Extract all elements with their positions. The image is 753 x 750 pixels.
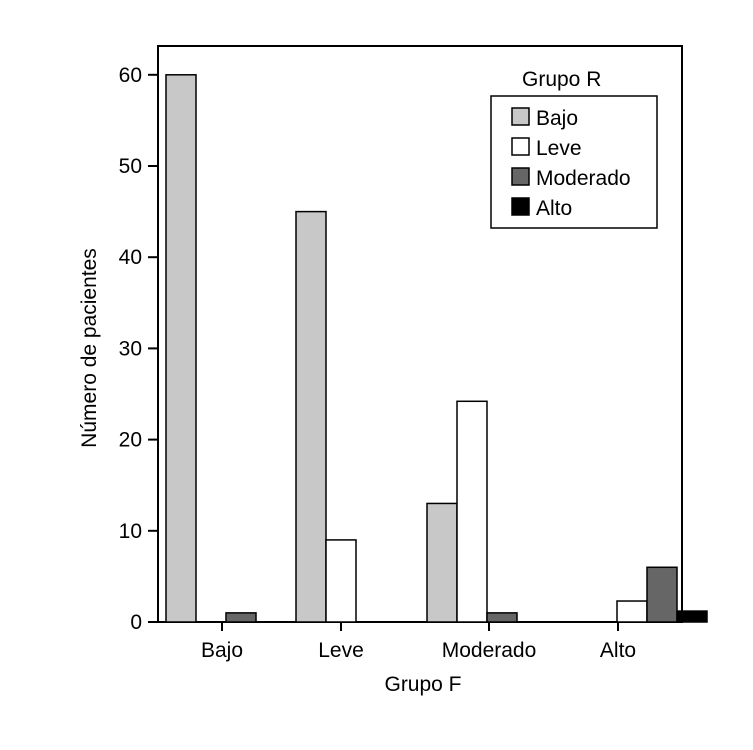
legend-swatch — [511, 167, 530, 186]
y-tick-label: 10 — [119, 520, 142, 543]
y-axis-title: Número de pacientes — [78, 248, 101, 448]
legend-swatch — [511, 197, 530, 216]
legend-items: Bajo Leve Moderado Alto — [511, 107, 631, 220]
bar — [616, 600, 648, 623]
y-tick-label: 0 — [130, 611, 142, 634]
bar — [676, 610, 708, 623]
y-tick-label: 50 — [119, 155, 142, 178]
bar — [295, 210, 327, 623]
bar — [325, 539, 357, 623]
legend: Grupo R Bajo Leve Moderado Alto — [490, 68, 658, 229]
x-tick-label: Alto — [600, 639, 636, 662]
x-axis-title: Grupo F — [384, 673, 461, 696]
legend-label: Alto — [536, 197, 572, 220]
x-axis: Bajo Leve Moderado Alto — [201, 622, 636, 662]
x-tick-label: Moderado — [442, 639, 537, 662]
y-tick-label: 40 — [119, 246, 142, 269]
y-tick-label: 30 — [119, 337, 142, 360]
bar — [426, 502, 458, 623]
bar — [646, 566, 678, 623]
bars — [165, 74, 708, 623]
y-tick-label: 60 — [119, 64, 142, 87]
bar — [456, 400, 488, 623]
bar — [165, 74, 197, 623]
legend-swatch — [511, 107, 530, 126]
plot-frame — [157, 45, 683, 623]
bar — [486, 612, 518, 623]
legend-swatch — [511, 137, 530, 156]
legend-label: Bajo — [536, 107, 578, 130]
x-tick-label: Bajo — [201, 639, 243, 662]
legend-title: Grupo R — [522, 68, 601, 91]
legend-label: Moderado — [536, 167, 631, 190]
y-axis: 0 10 20 30 40 50 60 — [119, 64, 158, 634]
y-tick-label: 20 — [119, 429, 142, 452]
legend-label: Leve — [536, 137, 582, 160]
x-tick-label: Leve — [318, 639, 364, 662]
bar — [225, 612, 257, 623]
